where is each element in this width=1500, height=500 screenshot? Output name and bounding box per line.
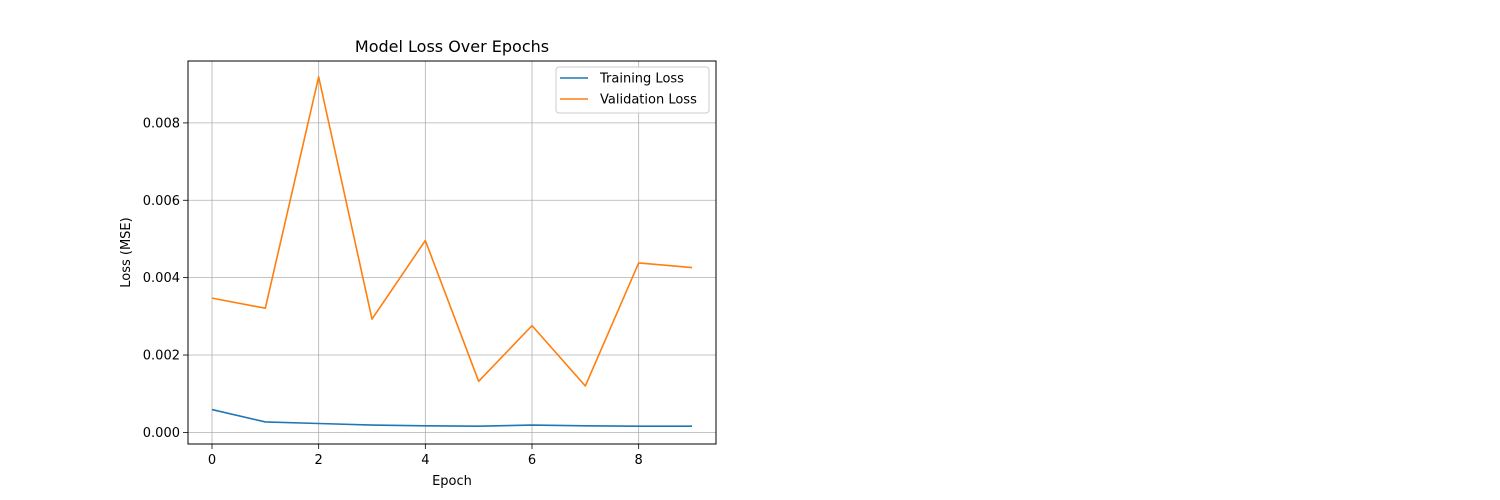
legend-box	[555, 66, 710, 114]
x-tick-label: 8	[635, 453, 643, 468]
x-tick-label: 6	[528, 453, 536, 468]
y-tick-label: 0.006	[143, 194, 180, 209]
y-tick-label: 0.004	[143, 271, 180, 286]
plot-frame	[187, 60, 717, 445]
series-lines	[211, 76, 693, 428]
legend: Training Loss Validation Loss	[555, 66, 710, 114]
x-tick-label: 4	[421, 453, 429, 468]
grid	[188, 61, 716, 444]
y-tick-label: 0.002	[143, 349, 180, 364]
x-tick-label: 0	[208, 453, 216, 468]
validation-loss-line	[211, 76, 693, 387]
x-axis-title: Epoch	[432, 474, 472, 489]
legend-label-training: Training Loss	[599, 72, 684, 87]
y-tick-label: 0.008	[143, 116, 180, 131]
legend-label-validation: Validation Loss	[600, 93, 697, 108]
axis-ticks: 0 2 4 6 8 0.000 0.002 0.004 0.006 0.008	[143, 116, 643, 468]
x-tick-label: 2	[315, 453, 323, 468]
chart-title: Model Loss Over Epochs	[355, 37, 549, 56]
y-tick-label: 0.000	[143, 426, 180, 441]
y-axis-title: Loss (MSE)	[119, 217, 134, 287]
training-loss-line	[211, 408, 692, 428]
